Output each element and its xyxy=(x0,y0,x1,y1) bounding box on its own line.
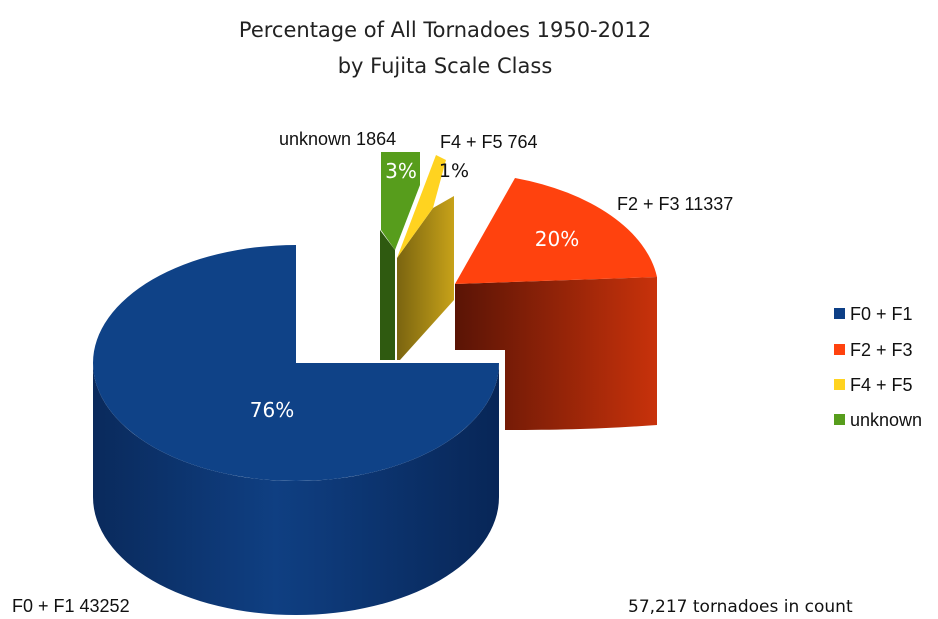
slice-unknown-label: unknown 1864 xyxy=(279,129,396,149)
legend-swatch-f0-f1 xyxy=(834,308,845,319)
slice-f0-f1-percent: 76% xyxy=(250,398,294,422)
chart-subtitle: by Fujita Scale Class xyxy=(337,54,553,78)
slice-f4-f5-top xyxy=(397,155,446,258)
legend-label-f4-f5: F4 + F5 xyxy=(850,375,913,395)
total-count-note: 57,217 tornadoes in count xyxy=(628,597,853,617)
slice-f2-f3-top xyxy=(455,178,657,284)
slice-f0-f1-top xyxy=(93,245,499,481)
legend-swatch-f2-f3 xyxy=(834,344,845,355)
slice-f4-f5-side xyxy=(397,196,454,360)
slice-f2-f3 xyxy=(455,178,657,430)
slice-f2-f3-front-side xyxy=(455,277,657,430)
slice-f0-f1-label: F0 + F1 43252 xyxy=(12,596,130,616)
slice-f4-f5-label: F4 + F5 764 xyxy=(440,132,538,152)
slice-unknown-side xyxy=(380,230,395,360)
slice-unknown xyxy=(380,152,420,360)
legend: F0 + F1 F2 + F3 F4 + F5 unknown xyxy=(834,304,922,430)
slice-f4-f5 xyxy=(397,155,454,360)
legend-label-f0-f1: F0 + F1 xyxy=(850,304,913,324)
slice-f4-f5-percent: 1% xyxy=(439,160,469,182)
chart-title: Percentage of All Tornadoes 1950-2012 by… xyxy=(0,12,890,84)
legend-label-f2-f3: F2 + F3 xyxy=(850,340,913,360)
slice-f0-f1 xyxy=(92,245,500,616)
legend-swatch-unknown xyxy=(834,414,845,425)
chart-title-line1: Percentage of All Tornadoes 1950-2012 xyxy=(238,18,652,42)
legend-swatch-f4-f5 xyxy=(834,379,845,390)
legend-label-unknown: unknown xyxy=(850,410,922,430)
slice-f0-f1-outer-side xyxy=(92,363,500,616)
slice-f2-f3-label: F2 + F3 11337 xyxy=(617,194,733,214)
slice-unknown-percent: 3% xyxy=(385,159,417,183)
slice-unknown-top xyxy=(381,152,420,250)
slice-f2-f3-percent: 20% xyxy=(535,227,579,251)
